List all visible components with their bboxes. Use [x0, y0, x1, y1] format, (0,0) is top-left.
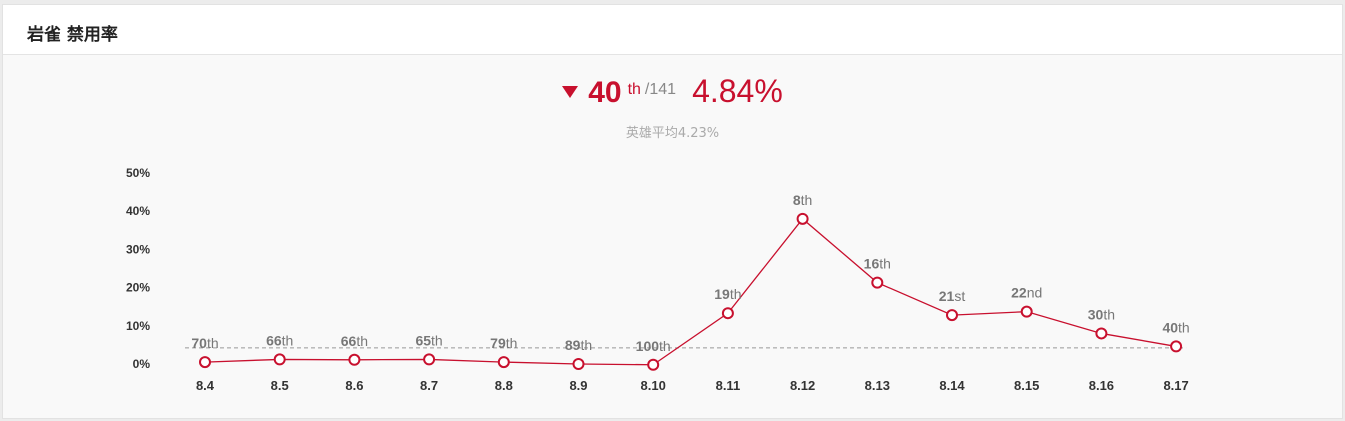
- y-tick-label: 20%: [126, 281, 150, 295]
- data-point: [647, 358, 660, 371]
- data-point: [423, 353, 436, 366]
- x-tick-label: 8.16: [1089, 378, 1114, 393]
- rank-label: 65th: [415, 332, 442, 348]
- rank-label: 30th: [1088, 306, 1115, 322]
- y-tick-label: 0%: [133, 357, 151, 371]
- x-tick-label: 8.12: [790, 378, 815, 393]
- average-ban-rate: 英雄平均4.23%: [625, 126, 720, 141]
- y-tick-label: 40%: [126, 204, 150, 218]
- data-point: [572, 358, 585, 370]
- ban-rate-value: 4.84%: [692, 73, 783, 109]
- data-point: [1020, 305, 1033, 318]
- rank-label: 8th: [793, 192, 812, 208]
- rank-label: 16th: [864, 256, 891, 272]
- rank-value: 40: [588, 76, 622, 109]
- data-point: [199, 356, 211, 369]
- rank-summary: 40 th/141 4.84%: [3, 73, 1342, 110]
- data-point: [946, 309, 958, 322]
- trend-down-icon: [562, 86, 579, 98]
- data-point: [721, 307, 734, 320]
- x-tick-label: 8.15: [1014, 378, 1039, 393]
- x-tick-label: 8.6: [345, 378, 363, 393]
- x-tick-label: 8.14: [939, 378, 965, 393]
- x-tick-label: 8.17: [1163, 378, 1188, 393]
- data-point: [796, 212, 809, 225]
- data-point: [1170, 340, 1183, 353]
- x-tick-label: 8.10: [641, 378, 666, 393]
- rank-label: 89th: [565, 337, 592, 353]
- y-tick-label: 50%: [126, 166, 150, 180]
- rank-label: 22nd: [1011, 285, 1042, 301]
- ban-rate-series-line: [204, 217, 1177, 366]
- x-tick-label: 8.13: [865, 378, 890, 393]
- rank-total: /141: [644, 81, 677, 98]
- x-tick-label: 8.5: [271, 378, 289, 393]
- rank-label: 70th: [191, 335, 218, 351]
- rank-label: 40th: [1162, 319, 1189, 335]
- x-tick-label: 8.8: [495, 378, 513, 393]
- rank-label: 66th: [266, 332, 293, 348]
- rank-label: 66th: [341, 333, 368, 349]
- card-title: 岩雀 禁用率: [27, 25, 118, 45]
- rank-suffix: th: [627, 81, 641, 98]
- data-point: [871, 276, 884, 289]
- rank-label: 19th: [714, 286, 741, 302]
- card-header: 岩雀 禁用率: [3, 5, 1342, 55]
- x-tick-label: 8.9: [569, 378, 587, 393]
- rank-label: 100th: [636, 338, 671, 354]
- rank-label: 21st: [939, 288, 966, 304]
- data-point: [273, 353, 286, 366]
- data-point: [1095, 327, 1108, 340]
- data-point: [497, 356, 510, 369]
- x-tick-label: 8.11: [716, 378, 741, 393]
- x-tick-label: 8.7: [420, 378, 438, 393]
- y-tick-label: 10%: [126, 319, 150, 333]
- data-point: [348, 353, 361, 366]
- y-tick-label: 30%: [126, 242, 150, 256]
- rank-label: 79th: [490, 335, 517, 351]
- x-tick-label: 8.4: [196, 378, 215, 393]
